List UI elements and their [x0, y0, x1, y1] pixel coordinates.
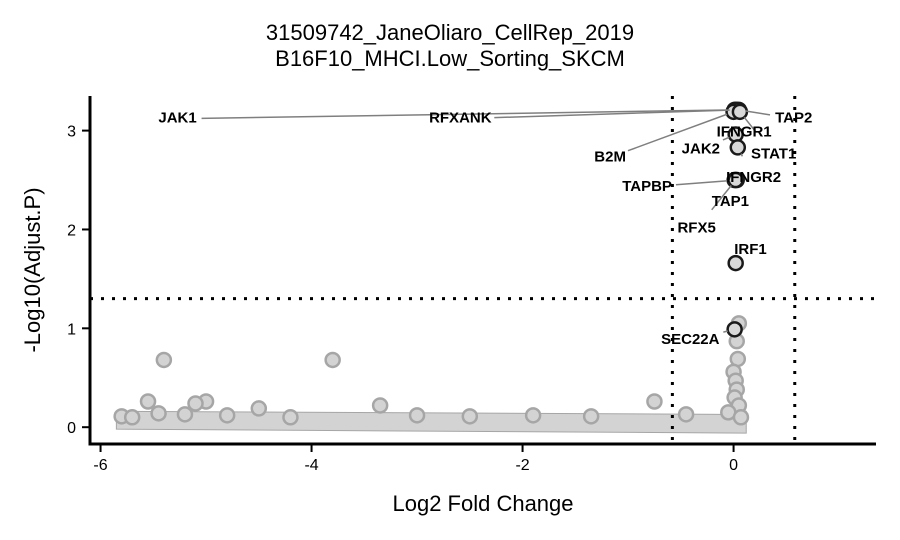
- background-point: [732, 409, 750, 426]
- gene-label: JAK1: [158, 110, 196, 127]
- label-connector: [722, 136, 730, 141]
- y-tick-label: 0: [67, 420, 76, 437]
- background-point: [250, 400, 268, 417]
- y-tick-label: 3: [67, 124, 76, 141]
- gene-label: SEC22A: [661, 331, 720, 348]
- threshold-lines: [90, 96, 876, 444]
- background-point: [324, 351, 341, 369]
- y-tick-label: 1: [67, 321, 76, 338]
- x-tick-label: -4: [304, 457, 318, 474]
- label-connector: [675, 179, 730, 186]
- label-connector: [711, 185, 732, 211]
- x-tick-label: -6: [93, 457, 107, 474]
- significant-point: [726, 321, 743, 338]
- background-points: [113, 315, 750, 426]
- background-point: [155, 351, 173, 369]
- gene-label: TAP2: [775, 110, 812, 127]
- background-point: [677, 406, 695, 423]
- background-density-band: [115, 410, 747, 434]
- background-point: [187, 395, 204, 412]
- background-point: [371, 397, 389, 414]
- background-point: [150, 405, 167, 422]
- background-point: [176, 406, 194, 423]
- y-tick-label: 2: [67, 222, 76, 239]
- significant-point: [729, 139, 747, 156]
- gene-label: RFX5: [677, 219, 715, 236]
- background-point: [139, 393, 157, 410]
- y-axis-title: -Log10(Adjust.P): [20, 187, 45, 352]
- background-point: [582, 408, 600, 425]
- gene-label: JAK2: [682, 140, 720, 157]
- label-connector: [745, 110, 771, 116]
- x-tick-label: 0: [729, 457, 738, 474]
- background-band: [115, 410, 747, 434]
- chart-title: 31509742_JaneOliaro_CellRep_2019: [265, 20, 635, 45]
- background-point: [524, 407, 542, 424]
- background-point: [408, 407, 426, 424]
- background-point: [282, 409, 299, 426]
- significant-point: [731, 103, 749, 121]
- label-connector: [740, 153, 744, 157]
- gene-label: TAPBP: [622, 178, 672, 195]
- background-point: [218, 407, 236, 424]
- label-connector: [723, 330, 729, 333]
- significant-point: [727, 254, 744, 272]
- gene-label: IFNGR2: [726, 169, 781, 186]
- gene-label: STAT1: [751, 145, 796, 162]
- gene-label: IRF1: [734, 241, 767, 258]
- x-tick-label: -2: [515, 457, 529, 474]
- gene-label: TAP1: [712, 193, 749, 210]
- label-connectors: [201, 109, 771, 333]
- background-point: [646, 393, 663, 410]
- label-connector: [494, 109, 730, 119]
- label-connector: [627, 113, 728, 152]
- x-axis-title: Log2 Fold Change: [392, 491, 573, 516]
- gene-label: RFXANK: [429, 110, 492, 127]
- background-point: [123, 409, 141, 426]
- label-connector: [743, 116, 757, 133]
- chart-subtitle: B16F10_MHCI.Low_Sorting_SKCM: [275, 46, 625, 71]
- axes: -6 -4 -2 0 0 1 2 3: [67, 96, 876, 474]
- gene-label: IFNGR1: [717, 124, 772, 141]
- background-point: [461, 408, 479, 425]
- gene-label: B2M: [594, 148, 626, 165]
- label-connector: [201, 109, 728, 120]
